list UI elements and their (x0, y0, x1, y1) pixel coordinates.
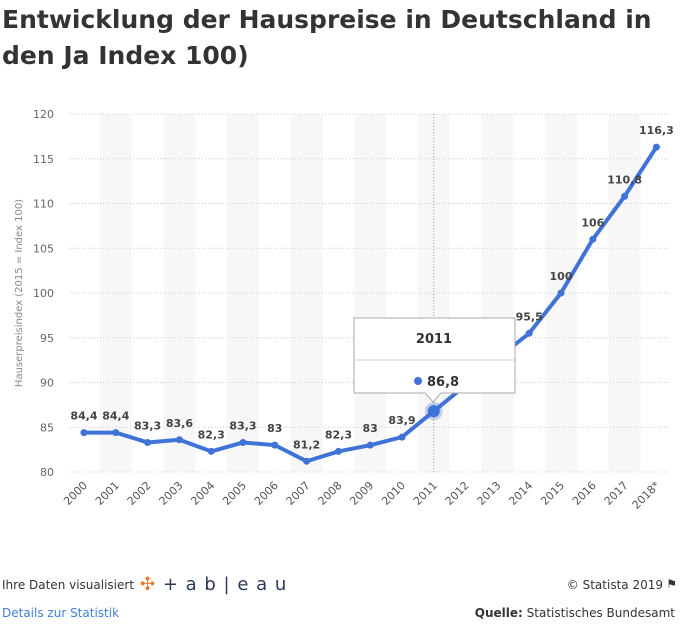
data-point (175, 436, 183, 444)
data-point (621, 192, 629, 200)
data-label: 83 (363, 422, 378, 435)
data-point (557, 289, 565, 297)
x-tick-label: 2008 (316, 479, 345, 508)
data-point (398, 433, 406, 441)
data-label: 82,3 (325, 428, 352, 441)
visualized-label: Ihre Daten visualisiert (2, 578, 135, 592)
x-tick-label: 2010 (379, 479, 408, 508)
x-tick-label: 2000 (61, 479, 90, 508)
y-axis-label: Hauserpreisindex (2015 = Index 100) (14, 199, 25, 387)
data-point (144, 438, 152, 446)
data-label: 82,3 (198, 428, 225, 441)
data-point (525, 329, 533, 337)
x-tick-label: 2012 (443, 479, 472, 508)
x-tick-label: 2013 (475, 479, 504, 508)
data-point (589, 235, 597, 243)
y-tick-label: 90 (40, 377, 54, 390)
data-point (80, 429, 88, 437)
x-tick-label: 2015 (538, 479, 567, 508)
data-point (207, 447, 215, 455)
y-tick-label: 80 (40, 466, 54, 479)
band (227, 114, 259, 472)
y-tick-label: 105 (33, 242, 54, 255)
details-link[interactable]: Details zur Statistik (2, 606, 120, 620)
tableau-logo[interactable]: ✣ + a b | e a u (140, 574, 287, 595)
x-tick-label: 2007 (284, 479, 313, 508)
x-tick-label: 2006 (252, 479, 281, 508)
x-tick-label: 2017 (602, 479, 631, 508)
x-tick-label: 2002 (125, 479, 154, 508)
data-point (303, 457, 311, 465)
y-tick-label: 120 (33, 108, 54, 121)
data-label: 83,3 (134, 419, 161, 432)
data-label: 83 (267, 422, 282, 435)
tooltip-marker (414, 377, 422, 385)
data-label: 83,6 (166, 417, 193, 430)
data-label: 84,4 (102, 410, 129, 423)
tooltip-category: 2011 (416, 332, 452, 347)
x-tick-label: 2003 (157, 479, 186, 508)
source-label: Quelle: (474, 606, 523, 620)
data-label: 84,4 (70, 410, 97, 423)
x-tick-label: 2011 (411, 479, 440, 508)
y-tick-label: 85 (40, 421, 54, 434)
data-label: 95,5 (516, 310, 543, 323)
data-label: 83,3 (229, 419, 256, 432)
x-tick-label: 2001 (93, 479, 122, 508)
x-tick-label: 2009 (347, 479, 376, 508)
data-label: 116,3 (639, 124, 674, 137)
y-tick-label: 110 (33, 198, 54, 211)
source: Quelle: Statistisches Bundesamt (475, 606, 675, 620)
y-tick-label: 95 (40, 332, 54, 345)
data-label: 110,8 (607, 173, 642, 186)
data-label: 83,9 (388, 414, 415, 427)
y-tick-label: 115 (33, 153, 54, 166)
data-label: 100 (550, 270, 573, 283)
source-value: Statistisches Bundesamt (526, 606, 675, 620)
tableau-wordmark: + a b | e a u (162, 574, 288, 595)
y-tick-label: 100 (33, 287, 54, 300)
data-label: 106 (581, 216, 604, 229)
x-tick-label: 2018* (630, 479, 663, 512)
chart-title: Entwicklung der Hauspreise in Deutschlan… (2, 5, 652, 70)
data-point (334, 447, 342, 455)
hover-point (427, 405, 440, 418)
x-tick-label: 2004 (188, 479, 217, 508)
data-point (652, 143, 660, 151)
tableau-icon: ✣ (140, 574, 157, 595)
x-tick-label: 2005 (220, 479, 249, 508)
flag-icon[interactable]: ⚑ (666, 577, 677, 591)
x-tick-label: 2014 (506, 479, 535, 508)
data-point (271, 441, 279, 449)
copyright: © Statista 2019 (566, 578, 663, 592)
x-tick-label: 2016 (570, 479, 599, 508)
tooltip-value: 86,8 (427, 375, 459, 390)
line-chart: 80 85 90 95 100 105 110 115 120 Hauserpreisindex … (14, 108, 674, 512)
data-label: 81,2 (293, 438, 320, 451)
data-point (112, 429, 120, 437)
data-point (239, 438, 247, 446)
data-point (366, 441, 374, 449)
